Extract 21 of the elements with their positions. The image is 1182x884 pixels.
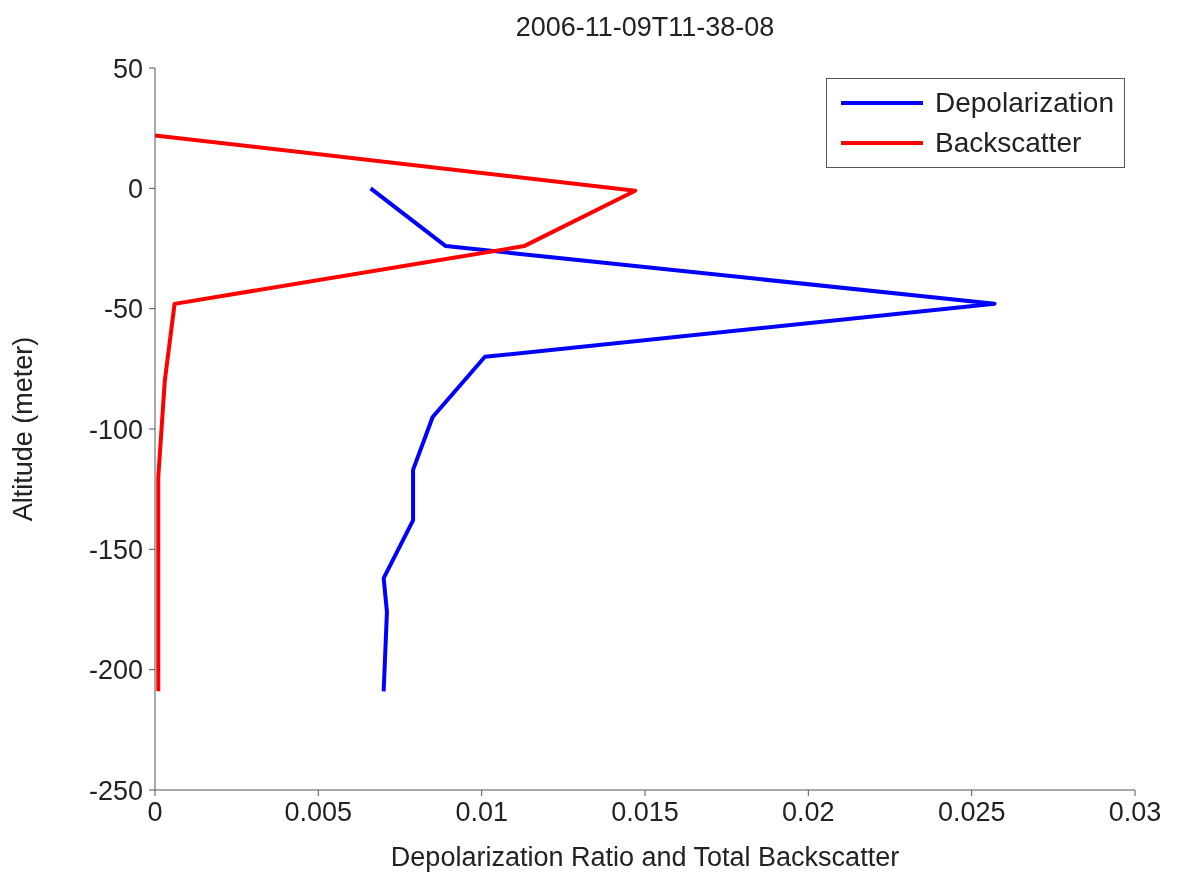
chart-title: 2006-11-09T11-38-08 [514, 12, 776, 43]
x-tick-label: 0.03 [1108, 797, 1162, 828]
y-tick-label: -100 [88, 414, 143, 445]
y-axis-title: Altitude (meter) [7, 336, 38, 522]
x-tick-label: 0.02 [782, 797, 835, 828]
legend-label: Depolarization [934, 86, 1114, 120]
line-series [368, 186, 997, 694]
x-tick-label: 0 [147, 797, 163, 828]
y-tick-label: -250 [88, 775, 143, 806]
y-tick-label: 50 [112, 53, 143, 84]
x-tick-label: 0.015 [611, 797, 679, 828]
y-tick-label: -150 [88, 534, 143, 565]
y-tick-label: -200 [88, 655, 143, 686]
x-tick-label: 0.005 [284, 797, 353, 828]
x-tick-label: 0.01 [455, 797, 508, 828]
y-tick-label: 0 [127, 173, 143, 204]
line-series [155, 133, 638, 694]
y-tick-label: -50 [103, 294, 143, 325]
x-tick-label: 0.025 [937, 797, 1006, 828]
x-axis-title: Depolarization Ratio and Total Backscatter [390, 842, 900, 872]
legend-label: Backscatter [934, 126, 1083, 160]
